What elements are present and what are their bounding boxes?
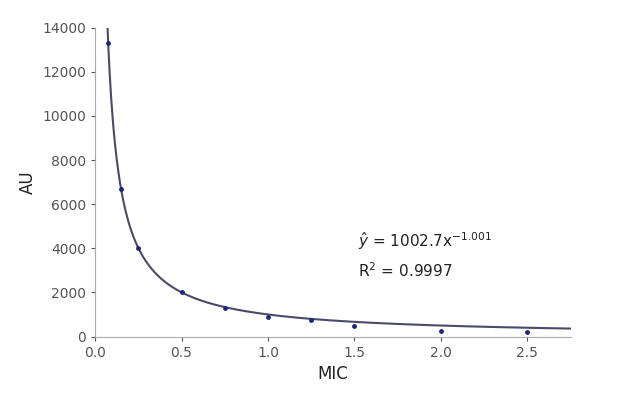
Point xyxy=(306,317,316,323)
Point xyxy=(116,186,126,192)
Text: $\hat{y}$ = 1002.7x$^{-1.001}$
R$^{2}$ = 0.9997: $\hat{y}$ = 1002.7x$^{-1.001}$ R$^{2}$ =… xyxy=(358,230,491,280)
Point xyxy=(436,328,446,334)
Point xyxy=(103,40,113,46)
Point xyxy=(263,314,273,320)
Point xyxy=(220,305,230,311)
X-axis label: MIC: MIC xyxy=(318,365,348,383)
Y-axis label: AU: AU xyxy=(18,170,37,194)
Point xyxy=(522,329,533,335)
Point xyxy=(349,322,359,329)
Point xyxy=(133,245,143,251)
Point xyxy=(176,289,186,296)
